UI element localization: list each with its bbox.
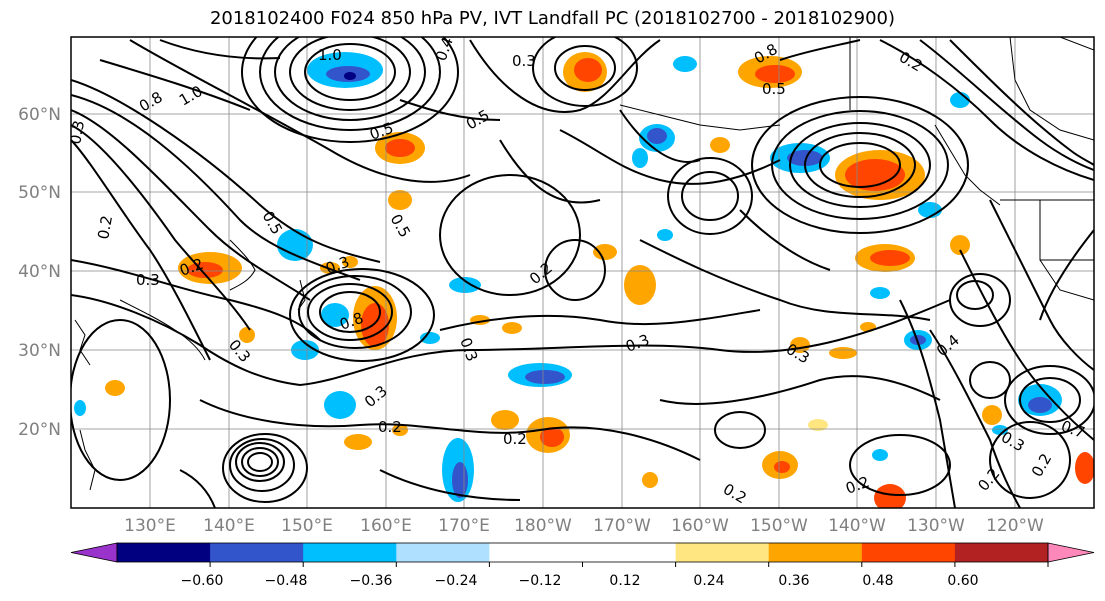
- colorbar-bin: [489, 543, 583, 562]
- lon-label: 180°W: [514, 516, 572, 536]
- colorbar-bin: [861, 543, 956, 562]
- lon-label: 130°E: [124, 516, 176, 536]
- lon-label: 150°E: [281, 516, 333, 536]
- colorbar-bin: [582, 543, 677, 562]
- colorbar-tick-label: 0.60: [947, 573, 978, 589]
- lon-label: 140°W: [828, 516, 886, 536]
- lon-label: 160°E: [360, 516, 412, 536]
- colorbar-tick-label: −0.60: [181, 573, 224, 589]
- colorbar-tick-label: 0.12: [609, 573, 640, 589]
- colorbar-tick-label: −0.12: [519, 573, 562, 589]
- lat-label-20n: 20°N: [18, 420, 61, 440]
- lon-label: 170°W: [593, 516, 651, 536]
- lon-label: 140°E: [203, 516, 255, 536]
- lat-label-50n: 50°N: [18, 183, 61, 203]
- colorbar-bin: [396, 543, 490, 562]
- contour-label: 0.2: [378, 418, 402, 436]
- colorbar-bin: [675, 543, 770, 562]
- colorbar-tick-label: −0.24: [435, 573, 478, 589]
- ivt-contours: [71, 37, 1094, 508]
- map-frame: [70, 36, 1095, 509]
- lat-label-30n: 30°N: [18, 341, 61, 361]
- lat-label-60n: 60°N: [18, 105, 61, 125]
- colorbar-bin: [954, 543, 1049, 562]
- contour-label: 0.3: [136, 271, 160, 289]
- contour-label: 0.3: [512, 52, 536, 70]
- colorbar: [70, 542, 1095, 567]
- colorbar-tick-labels: −0.60 −0.48 −0.36 −0.24 −0.12 0.12 0.24 …: [181, 573, 979, 589]
- lon-label: 150°W: [750, 516, 808, 536]
- lon-label: 120°W: [986, 516, 1044, 536]
- colorbar-bin: [303, 543, 397, 562]
- lon-labels: 130°E 140°E 150°E 160°E 170°E 180°W 170°…: [124, 516, 1044, 536]
- contour-label: 0.3: [66, 119, 88, 146]
- lon-label: 170°E: [438, 516, 490, 536]
- lat-label-40n: 40°N: [18, 262, 61, 282]
- colorbar-tick-label: 0.24: [693, 573, 724, 589]
- map-area: [71, 37, 1094, 508]
- lon-label: 130°W: [907, 516, 965, 536]
- colorbar-bin: [117, 543, 211, 562]
- contour-label: 0.5: [762, 80, 786, 98]
- pv-shading: [74, 52, 1094, 508]
- lat-labels: 60°N 50°N 40°N 30°N 20°N: [18, 105, 61, 440]
- colorbar-bin: [768, 543, 863, 562]
- lon-label: 160°W: [671, 516, 729, 536]
- colorbar-bin: [210, 543, 304, 562]
- colorbar-tick-label: −0.48: [265, 573, 308, 589]
- colorbar-tick-label: −0.36: [350, 573, 393, 589]
- chart-title: 2018102400 F024 850 hPa PV, IVT Landfall…: [209, 8, 896, 29]
- gridlines: [71, 37, 1094, 508]
- colorbar-extend-max: [1047, 542, 1095, 563]
- colorbar-extend-min: [70, 542, 118, 563]
- coastlines: [74, 37, 1094, 491]
- contour-label: 0.2: [503, 430, 527, 448]
- contour-label: 1.0: [318, 46, 342, 64]
- colorbar-tick-label: 0.36: [778, 573, 809, 589]
- contour-label: 0.2: [94, 214, 116, 241]
- colorbar-tick-label: 0.48: [862, 573, 893, 589]
